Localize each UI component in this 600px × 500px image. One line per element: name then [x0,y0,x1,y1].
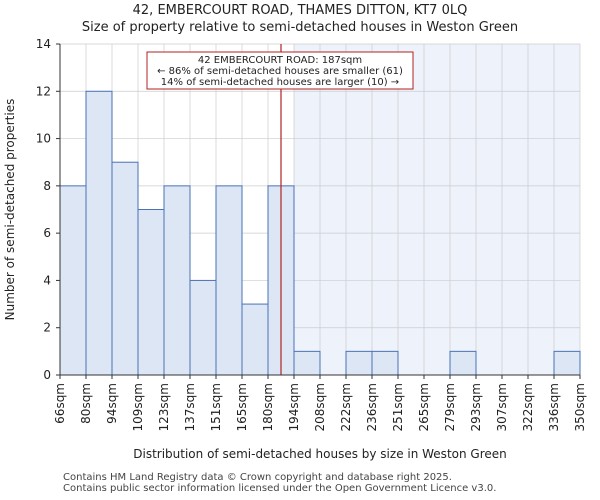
y-tick-label: 2 [43,321,51,335]
y-axis-label: Number of semi-detached properties [3,99,17,321]
bar [189,279,217,376]
chart-title: Size of property relative to semi-detach… [81,20,519,35]
y-tick-label: 10 [36,132,51,146]
x-tick-label: 279sqm [443,383,457,431]
x-tick-label: 251sqm [391,383,405,431]
x-tick-label: 208sqm [313,383,327,431]
bar [137,209,165,376]
bar [241,303,269,376]
x-tick-label: 307sqm [495,383,509,431]
x-axis-ticks: 66sqm 80sqm 94sqm 109sqm 123sqm 137sqm 151sqm 1… [53,375,587,431]
y-tick-label: 14 [36,37,51,51]
chart-title-address: 42, EMBERCOURT ROAD, THAMES DITTON, KT7 … [132,3,468,18]
x-tick-label: 109sqm [131,383,145,431]
annotation-box [146,51,414,90]
x-tick-label: 236sqm [365,383,379,431]
x-tick-label: 336sqm [547,383,561,431]
bar [371,350,399,376]
annotation-line-3: 14% of semi-detached houses are larger (… [161,77,399,88]
bar [553,350,581,376]
bar [215,185,243,376]
bar [111,161,139,376]
x-tick-label: 94sqm [105,383,119,424]
annotation-line-1: 42 EMBERCOURT ROAD: 187sqm [198,55,362,66]
x-tick-label: 293sqm [469,383,483,431]
x-tick-label: 66sqm [53,383,67,424]
x-tick-label: 137sqm [183,383,197,431]
annotation-line-2: ← 86% of semi-detached houses are smalle… [157,66,403,77]
x-tick-label: 350sqm [573,383,587,431]
y-tick-label: 12 [36,84,51,98]
bar [345,350,373,376]
footer-licence: Contains public sector information licen… [63,483,497,494]
footer-copyright: Contains HM Land Registry data © Crown c… [63,472,452,483]
x-tick-label: 265sqm [417,383,431,431]
y-axis-ticks: 0 2 4 6 8 10 12 14 [36,37,60,382]
y-tick-label: 4 [43,273,51,287]
x-axis-label: Distribution of semi-detached houses by … [133,447,507,461]
x-tick-label: 194sqm [287,383,301,431]
larger-region-shade [294,44,580,375]
y-tick-label: 0 [43,368,51,382]
x-tick-label: 80sqm [79,383,93,424]
bar [449,350,477,376]
x-tick-label: 222sqm [339,383,353,431]
bar [293,350,321,376]
bar [85,90,113,376]
y-tick-label: 8 [43,179,51,193]
x-tick-label: 322sqm [521,383,535,431]
bar [59,185,87,376]
x-tick-label: 165sqm [235,383,249,431]
y-tick-label: 6 [43,226,51,240]
x-tick-label: 151sqm [209,383,223,431]
bar [163,185,191,376]
x-tick-label: 180sqm [261,383,275,431]
x-tick-label: 123sqm [157,383,171,431]
